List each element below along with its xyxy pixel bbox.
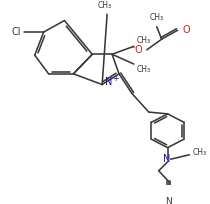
Text: CH₃: CH₃ xyxy=(137,65,151,74)
Text: Cl: Cl xyxy=(11,27,21,37)
Text: CH₃: CH₃ xyxy=(98,1,112,10)
Text: N: N xyxy=(165,196,172,204)
Text: O: O xyxy=(182,25,190,35)
Text: CH₃: CH₃ xyxy=(137,36,151,45)
Text: CH₃: CH₃ xyxy=(150,13,164,22)
Text: ⁻O: ⁻O xyxy=(130,45,143,55)
Text: N: N xyxy=(105,77,113,87)
Text: N: N xyxy=(163,154,170,164)
Text: CH₃: CH₃ xyxy=(192,149,206,157)
Text: +: + xyxy=(112,74,118,83)
